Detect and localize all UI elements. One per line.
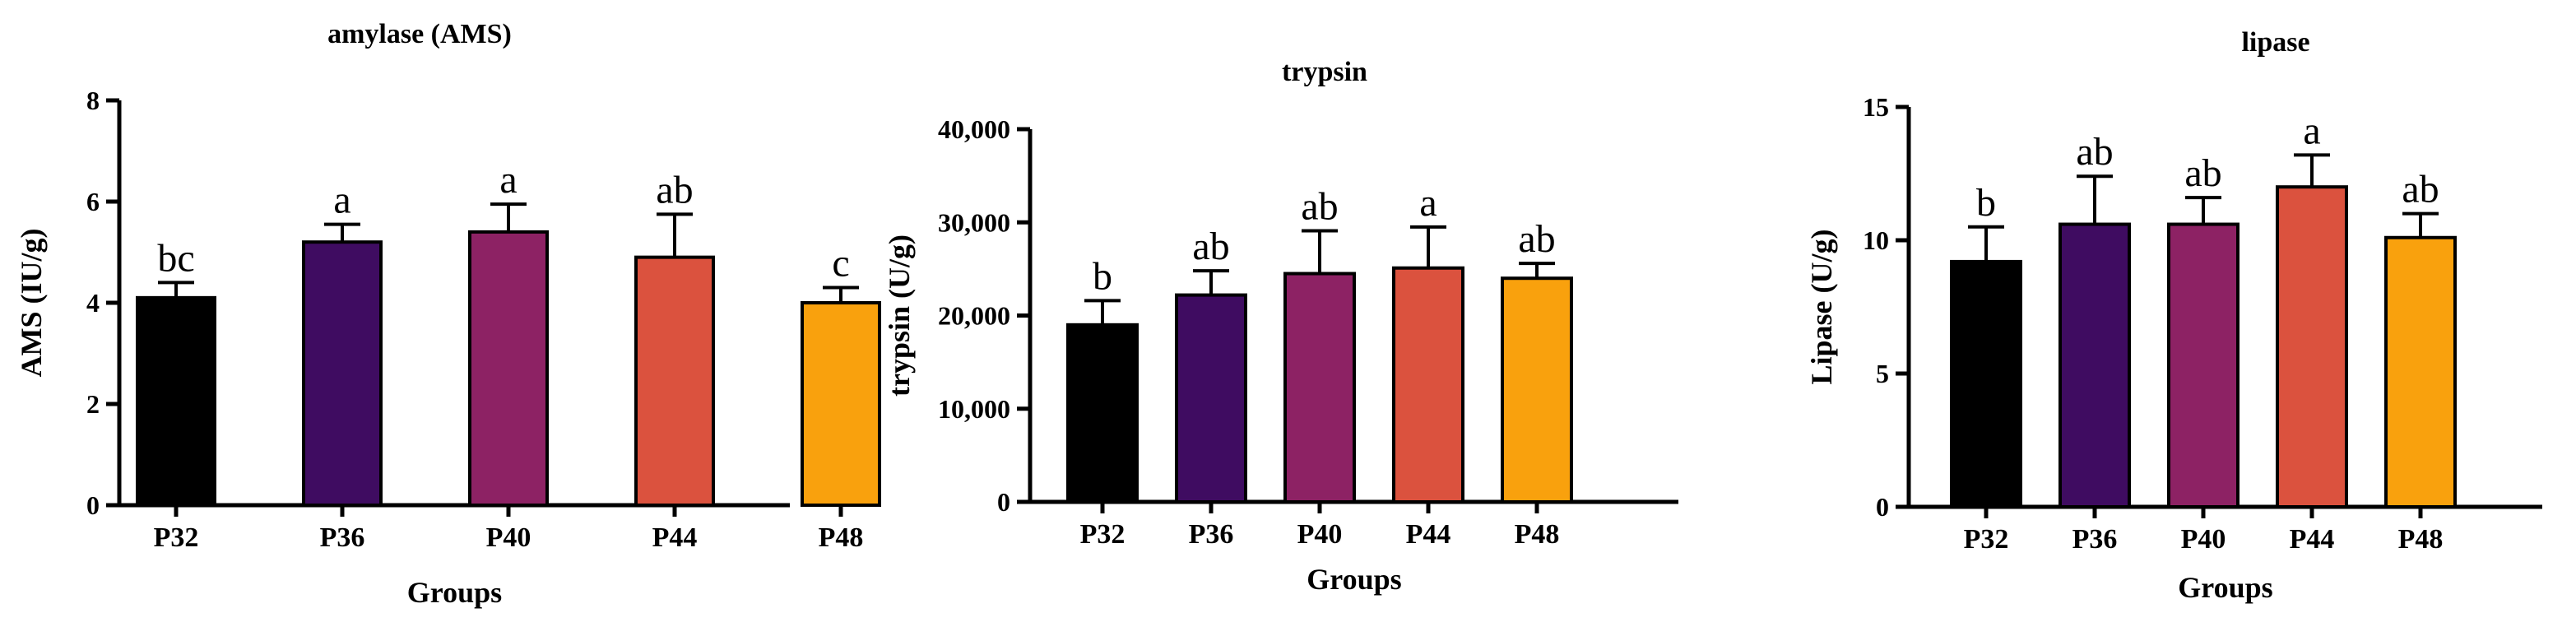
bar-p36 <box>302 240 383 507</box>
y-tick-label: 8 <box>86 86 100 115</box>
y-tick-label: 30,000 <box>938 207 1010 237</box>
significance-letter: ab <box>1301 184 1338 228</box>
significance-letter: ab <box>2184 151 2221 195</box>
bar-p40 <box>1283 272 1356 504</box>
chart-title: lipase <box>2241 27 2309 58</box>
bar-p48 <box>801 301 881 507</box>
y-tick-label: 15 <box>1863 92 1889 122</box>
x-tick-label: P36 <box>1189 519 1234 550</box>
x-tick-label: P36 <box>2072 524 2118 555</box>
significance-letter: ab <box>2076 130 2113 174</box>
significance-letter: c <box>832 242 849 286</box>
panel-1: amylase (AMS) AMS (IU/g) Groups 0 2 4 6 8 bc P32 a… <box>15 19 881 609</box>
bar-p36 <box>1175 293 1247 504</box>
x-tick-label: P48 <box>2398 524 2444 555</box>
bar-p32 <box>136 295 216 507</box>
x-tick-label: P44 <box>1406 519 1451 550</box>
bar-p44 <box>2276 185 2348 508</box>
bar-p32 <box>1950 259 2022 508</box>
bar-p32 <box>1066 323 1139 504</box>
bar-p48 <box>2384 235 2457 508</box>
significance-letter: bc <box>157 236 194 280</box>
x-tick-label: P32 <box>1080 519 1126 550</box>
bar-p36 <box>2058 222 2131 508</box>
x-tick-label: P48 <box>1515 519 1560 550</box>
x-tick-label: P44 <box>652 522 698 553</box>
y-tick-label: 6 <box>86 187 100 216</box>
significance-letter: ab <box>1518 217 1555 261</box>
x-tick-label: P40 <box>486 522 531 553</box>
y-tick-label: 2 <box>86 389 100 419</box>
y-tick-label: 0 <box>1876 492 1889 522</box>
y-tick-label: 10,000 <box>938 394 1010 424</box>
y-tick-label: 0 <box>86 490 100 520</box>
bar-p40 <box>468 230 549 507</box>
significance-letter: a <box>1419 181 1437 225</box>
panel-3: lipase Lipase (U/g) Groups 0 5 10 15 b P32 ab P36 a… <box>1805 27 2542 604</box>
x-tick-label: P44 <box>2290 524 2335 555</box>
bar-p44 <box>1392 266 1464 504</box>
significance-letter: ab <box>656 168 693 211</box>
x-tick-label: P40 <box>2181 524 2226 555</box>
panel-2: trypsin trypsin (U/g) Groups 0 10,000 20,000 3… <box>883 57 1678 596</box>
x-tick-label: P36 <box>320 522 365 553</box>
y-axis-label: Lipase (U/g) <box>1805 230 1838 385</box>
significance-letter: a <box>2303 109 2320 152</box>
significance-letter: a <box>499 158 517 202</box>
x-axis-label: Groups <box>407 576 502 609</box>
x-tick-label: P48 <box>819 522 864 553</box>
bar-p44 <box>634 255 715 507</box>
chart-title: amylase (AMS) <box>327 19 512 49</box>
significance-letter: b <box>1976 181 1996 225</box>
significance-letter: ab <box>2402 168 2439 211</box>
x-tick-label: P32 <box>154 522 199 553</box>
significance-letter: a <box>333 179 350 222</box>
significance-letter: b <box>1093 254 1112 298</box>
chart-title: trypsin <box>1282 57 1367 87</box>
y-tick-label: 40,000 <box>938 114 1010 144</box>
bar-p40 <box>2167 222 2239 508</box>
y-axis-label: trypsin (U/g) <box>883 234 916 397</box>
y-tick-label: 4 <box>86 288 100 318</box>
x-tick-label: P32 <box>1964 524 2009 555</box>
x-tick-label: P40 <box>1297 519 1343 550</box>
y-tick-label: 5 <box>1876 359 1889 388</box>
x-axis-label: Groups <box>1307 563 1401 596</box>
significance-letter: ab <box>1192 225 1229 268</box>
y-tick-label: 0 <box>997 487 1010 517</box>
x-axis-label: Groups <box>2178 571 2272 604</box>
bar-p48 <box>1501 276 1573 504</box>
y-tick-label: 20,000 <box>938 301 1010 331</box>
y-axis-label: AMS (IU/g) <box>15 229 48 378</box>
y-tick-label: 10 <box>1863 225 1889 255</box>
